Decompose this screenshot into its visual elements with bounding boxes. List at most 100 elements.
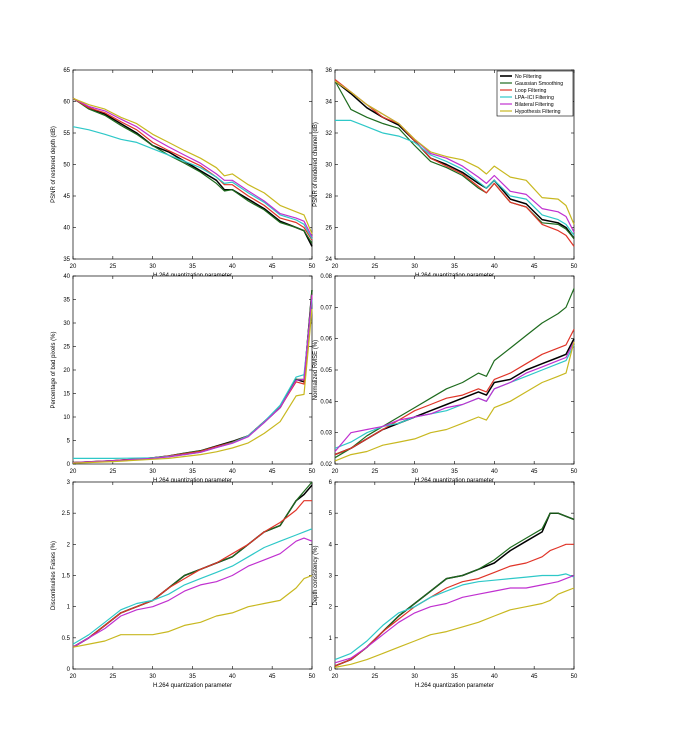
plot-area <box>72 481 313 670</box>
x-tick-label: 30 <box>411 469 418 475</box>
y-tick-label: 0.08 <box>320 274 332 280</box>
y-tick-label: 1 <box>329 636 333 642</box>
series-line-loop-filtering <box>72 500 312 648</box>
x-tick-label: 30 <box>149 264 156 270</box>
x-tick-label: 45 <box>531 264 538 270</box>
x-tick-label: 25 <box>371 264 378 270</box>
x-tick-label: 20 <box>70 264 77 270</box>
y-tick-label: 35 <box>63 298 70 304</box>
y-tick-label: 28 <box>325 194 332 200</box>
series-line-lpa-ici-filtering <box>335 119 575 236</box>
x-tick-label: 35 <box>189 469 196 475</box>
series-line-hypothesis-filtering <box>72 97 313 235</box>
x-tick-label: 45 <box>269 264 276 270</box>
y-tick-label: 1.5 <box>62 574 71 580</box>
x-tick-label: 50 <box>571 674 578 680</box>
legend-entry: Hypothesis Filtering <box>515 109 561 115</box>
series-line-bilateral-filtering <box>72 294 313 464</box>
x-tick-label: 35 <box>451 264 458 270</box>
y-tick-label: 50 <box>63 163 70 169</box>
series-line-lpa-ici-filtering <box>334 573 575 661</box>
y-tick-label: 0 <box>329 667 333 673</box>
x-tick-label: 50 <box>571 469 578 475</box>
legend-entry: LPA–ICI Filtering <box>515 95 554 101</box>
y-tick-label: 55 <box>63 131 70 137</box>
y-tick-label: 40 <box>63 274 70 280</box>
series-line-hypothesis-filtering <box>334 341 575 462</box>
y-tick-label: 35 <box>63 257 70 263</box>
y-tick-label: 32 <box>325 131 332 137</box>
chart-panel-1: 2025303540455035404550556065H.264 quanti… <box>51 68 316 279</box>
x-tick-label: 25 <box>109 264 116 270</box>
x-tick-label: 50 <box>309 264 316 270</box>
legend-entry: No Filtering <box>515 74 542 80</box>
y-tick-label: 15 <box>63 392 70 398</box>
series-line-hypothesis-filtering <box>72 574 313 648</box>
series-line-bilateral-filtering <box>72 97 313 238</box>
y-tick-label: 34 <box>325 100 332 106</box>
x-tick-label: 40 <box>229 674 236 680</box>
series-line-lpa-ici-filtering <box>72 126 313 240</box>
y-tick-label: 3 <box>67 480 71 486</box>
series-line-loop-filtering <box>72 97 313 241</box>
y-tick-label: 25 <box>63 345 70 351</box>
y-tick-label: 0.06 <box>320 337 332 343</box>
y-tick-label: 0.05 <box>320 368 332 374</box>
plot-area <box>72 275 313 465</box>
x-tick-label: 20 <box>332 264 339 270</box>
y-axis-label: Percentage of bad pixels (%) <box>51 331 57 408</box>
legend-entry: Bilateral Filtering <box>515 102 554 108</box>
x-tick-label: 30 <box>411 264 418 270</box>
x-tick-label: 35 <box>451 674 458 680</box>
x-tick-label: 50 <box>309 469 316 475</box>
y-tick-label: 20 <box>63 368 70 374</box>
legend-entry: Gaussian Smoothing <box>515 81 563 87</box>
x-tick-label: 20 <box>332 469 339 475</box>
x-tick-label: 40 <box>229 469 236 475</box>
plot-area <box>334 481 575 670</box>
x-tick-label: 40 <box>491 674 498 680</box>
y-tick-label: 24 <box>325 257 332 263</box>
y-tick-label: 60 <box>63 100 70 106</box>
x-axis-label: H.264 quantization parameter <box>415 683 494 689</box>
x-tick-label: 35 <box>451 469 458 475</box>
series-line-hypothesis-filtering <box>334 80 575 225</box>
y-tick-label: 40 <box>63 226 70 232</box>
y-tick-label: 5 <box>67 439 71 445</box>
chart-panel-2: 2025303540455024262830323436H.264 quanti… <box>313 68 578 279</box>
x-tick-label: 30 <box>149 469 156 475</box>
y-tick-label: 4 <box>329 542 333 548</box>
series-line-bilateral-filtering <box>334 574 575 664</box>
x-tick-label: 50 <box>571 264 578 270</box>
series-line-lpa-ici-filtering <box>72 528 313 645</box>
series-line-loop-filtering <box>334 543 574 667</box>
y-tick-label: 65 <box>63 68 70 74</box>
x-tick-label: 20 <box>70 469 77 475</box>
y-axis-label: Normalized RMSE (%) <box>313 340 319 400</box>
y-tick-label: 2 <box>67 542 71 548</box>
y-tick-label: 26 <box>325 226 332 232</box>
x-tick-label: 35 <box>189 674 196 680</box>
y-tick-label: 45 <box>63 194 70 200</box>
x-tick-label: 25 <box>109 469 116 475</box>
x-tick-label: 30 <box>411 674 418 680</box>
y-tick-label: 0 <box>67 462 71 468</box>
series-line-no-filtering <box>72 97 313 247</box>
series-line-gaussian-smoothing <box>72 97 313 244</box>
x-axis-label: H.264 quantization parameter <box>153 683 232 689</box>
x-tick-label: 25 <box>371 469 378 475</box>
y-tick-label: 2 <box>329 605 333 611</box>
series-line-hypothesis-filtering <box>72 308 313 464</box>
y-tick-label: 2.5 <box>62 511 71 517</box>
y-tick-label: 0.02 <box>320 462 332 468</box>
x-tick-label: 25 <box>109 674 116 680</box>
legend-entry: Loop Filtering <box>515 88 547 94</box>
series-line-gaussian-smoothing <box>334 80 575 239</box>
series-line-loop-filtering <box>334 329 575 456</box>
x-tick-label: 20 <box>70 674 77 680</box>
y-tick-label: 30 <box>63 321 70 327</box>
y-tick-label: 0 <box>67 667 71 673</box>
